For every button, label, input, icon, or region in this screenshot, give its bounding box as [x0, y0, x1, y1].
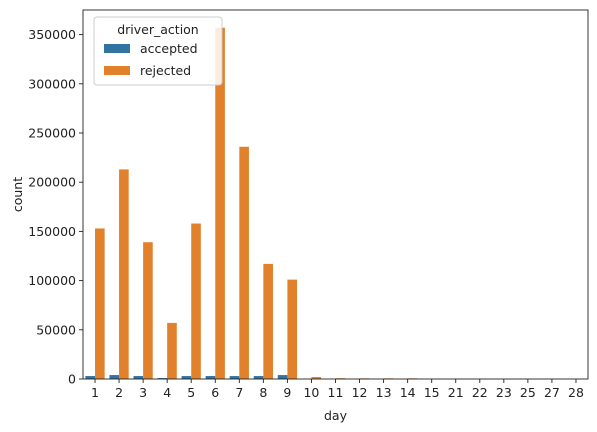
x-tick-label: 14 — [400, 385, 416, 400]
bars — [85, 27, 586, 380]
bar-accepted-day-8 — [253, 376, 264, 379]
y-tick-label: 100000 — [28, 273, 76, 288]
x-axis: 1 2 3 4 5 6 7 8 9 10 11 12 13 14 15 21 22 23 25 27 28 — [91, 379, 584, 400]
x-tick-label: 1 — [91, 385, 99, 400]
bar-rejected-day-5 — [191, 223, 201, 379]
bar-accepted-day-2 — [109, 375, 120, 379]
y-tick-label: 350000 — [28, 27, 76, 42]
x-tick-label: 11 — [328, 385, 344, 400]
y-axis-title: count — [10, 177, 25, 212]
legend-label-rejected: rejected — [140, 63, 191, 78]
y-tick-label: 50000 — [36, 322, 76, 337]
bar-rejected-day-10 — [311, 377, 322, 379]
x-tick-label: 22 — [472, 385, 488, 400]
bar-rejected-day-1 — [95, 228, 105, 379]
bar-accepted-day-5 — [181, 376, 192, 379]
bar-rejected-day-4 — [167, 322, 177, 379]
y-tick-label: 250000 — [28, 126, 76, 141]
legend-title: driver_action — [117, 22, 199, 37]
bar-accepted-day-9 — [277, 375, 288, 379]
x-tick-label: 25 — [520, 385, 536, 400]
y-tick-label: 150000 — [28, 224, 76, 239]
x-tick-label: 3 — [139, 385, 147, 400]
bar-accepted-day-3 — [133, 376, 144, 379]
bar-accepted-day-7 — [229, 376, 240, 379]
x-tick-label: 8 — [259, 385, 267, 400]
x-tick-label: 15 — [424, 385, 440, 400]
bar-rejected-day-7 — [239, 146, 249, 379]
x-tick-label: 23 — [496, 385, 512, 400]
x-tick-label: 2 — [115, 385, 123, 400]
x-tick-label: 12 — [352, 385, 368, 400]
x-tick-label: 10 — [303, 385, 319, 400]
y-tick-label: 200000 — [28, 175, 76, 190]
y-axis: 0 50000 100000 150000 200000 250000 300000 3500… — [28, 27, 83, 387]
bar-rejected-day-3 — [143, 242, 153, 379]
x-tick-label: 5 — [187, 385, 195, 400]
y-tick-label: 300000 — [28, 76, 76, 91]
bar-rejected-day-9 — [287, 279, 298, 379]
bar-accepted-day-1 — [85, 376, 96, 379]
y-tick-label: 0 — [68, 372, 76, 387]
x-tick-label: 13 — [376, 385, 392, 400]
legend: driver_action accepted rejected — [93, 16, 223, 86]
x-tick-label: 21 — [448, 385, 464, 400]
x-tick-label: 27 — [544, 385, 560, 400]
bar-rejected-day-2 — [119, 169, 129, 379]
legend-label-accepted: accepted — [140, 41, 198, 56]
x-tick-label: 9 — [283, 385, 291, 400]
legend-swatch-rejected — [104, 66, 130, 75]
x-tick-label: 4 — [163, 385, 171, 400]
x-tick-label: 6 — [211, 385, 219, 400]
x-tick-label: 7 — [235, 385, 243, 400]
bar-rejected-day-6 — [215, 27, 225, 380]
bar-rejected-day-8 — [263, 263, 273, 379]
bar-accepted-day-4 — [157, 378, 168, 379]
legend-swatch-accepted — [104, 44, 130, 53]
x-axis-title: day — [324, 408, 348, 423]
bar-accepted-day-6 — [205, 376, 216, 379]
x-tick-label: 28 — [568, 385, 584, 400]
